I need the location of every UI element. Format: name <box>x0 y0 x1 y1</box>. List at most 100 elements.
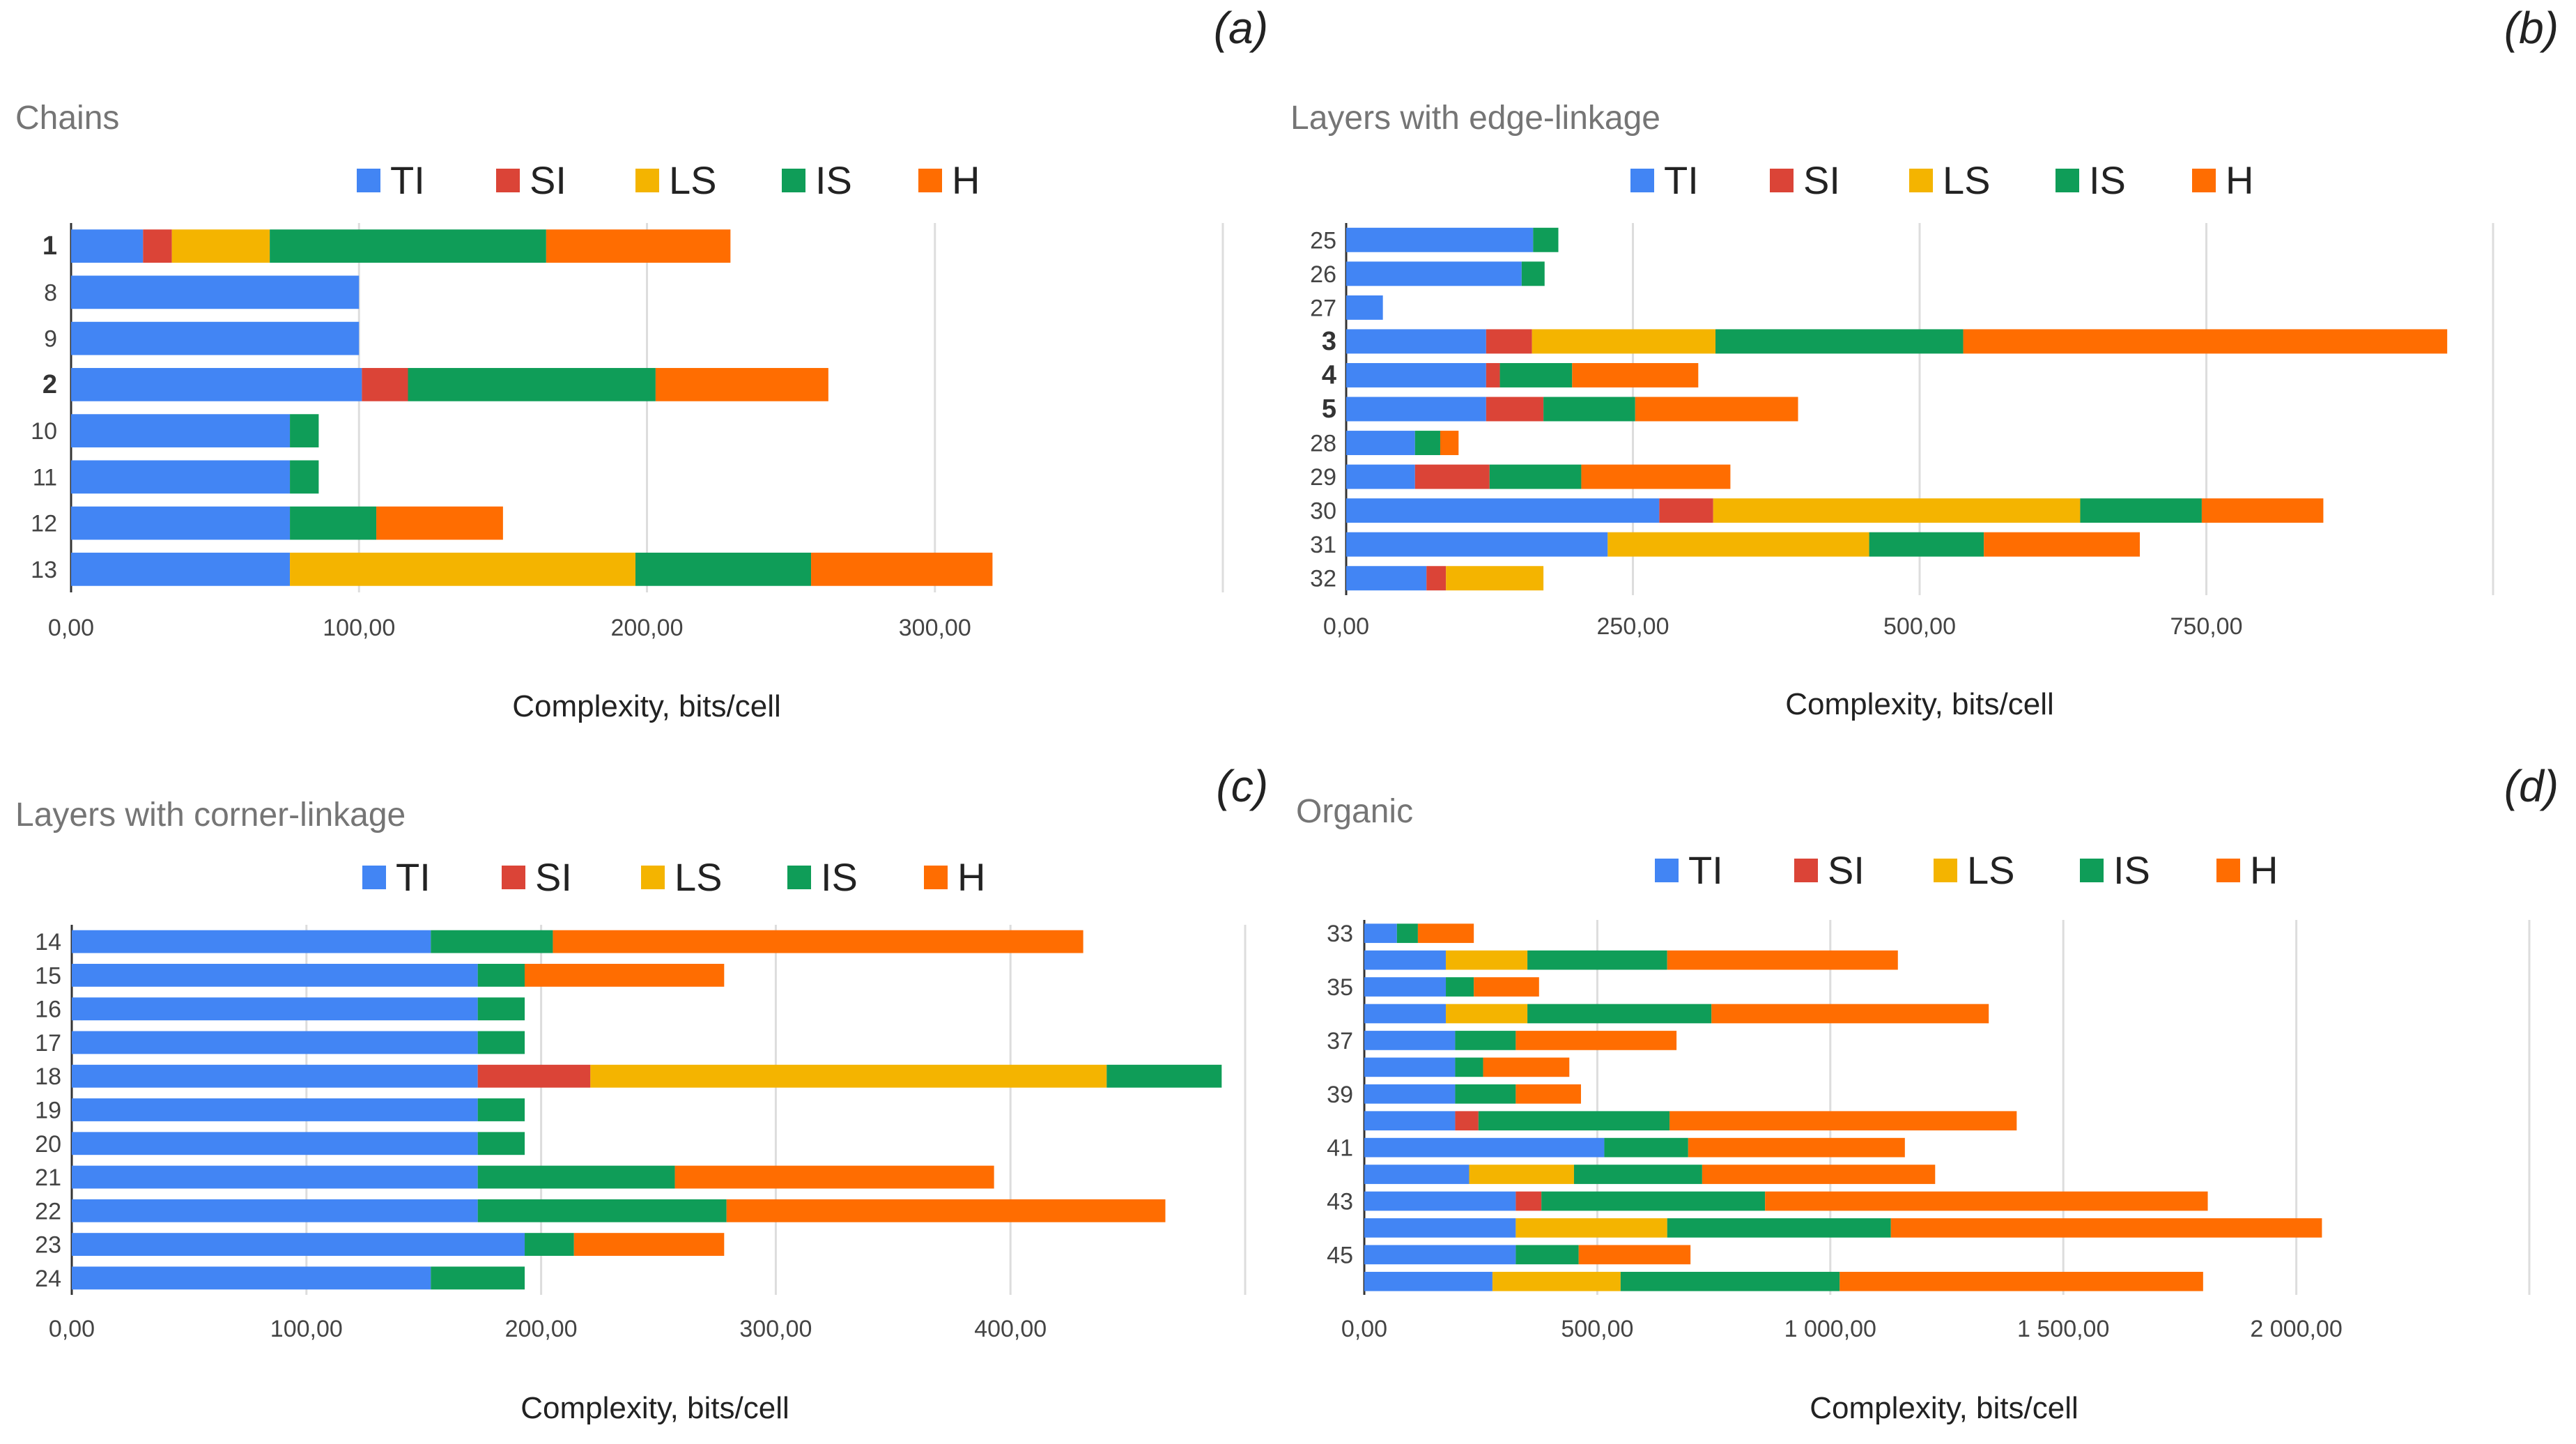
bar-segment-ti-37 <box>1364 1031 1456 1050</box>
bar-segment-is-13 <box>635 553 812 586</box>
category-label: 14 <box>35 929 61 955</box>
bar-segment-si-1 <box>143 229 172 263</box>
bar-segment-ti-2 <box>71 368 362 401</box>
bar-segment-is-46 <box>1620 1271 1840 1291</box>
x-tick-label: 300,00 <box>899 615 971 641</box>
bar-segment-ti-26 <box>1346 261 1522 286</box>
legend-label-si: SI <box>535 855 572 899</box>
legend-label-h: H <box>2250 848 2278 892</box>
category-label: 10 <box>31 418 57 445</box>
bar-segment-ls-44 <box>1515 1218 1667 1238</box>
legend-label-ls: LS <box>1943 158 1991 202</box>
legend-swatch-si <box>1770 169 1794 192</box>
category-label: 43 <box>1327 1189 1353 1215</box>
category-label: 37 <box>1327 1028 1353 1054</box>
x-tick-label: 1 500,00 <box>2017 1316 2109 1342</box>
category-label: 26 <box>1310 261 1336 288</box>
bar-segment-ti-12 <box>71 506 291 540</box>
legend-swatch-ti <box>357 169 380 192</box>
category-label: 24 <box>35 1266 61 1292</box>
bar-segment-ti-32 <box>1346 566 1427 591</box>
legend-label-ti: TI <box>396 855 431 899</box>
bar-segment-ti-41 <box>1364 1137 1605 1158</box>
x-tick-label: 200,00 <box>611 615 684 641</box>
bar-segment-h-30 <box>2201 498 2324 523</box>
x-tick-label: 250,00 <box>1597 613 1669 640</box>
bar-segment-is-11 <box>290 460 319 494</box>
legend-label-ti: TI <box>390 158 425 202</box>
bar-segment-is-45 <box>1515 1245 1579 1265</box>
bar-segment-is-28 <box>1414 431 1440 456</box>
x-tick-label: 500,00 <box>1561 1316 1633 1342</box>
bar-segment-ti-4 <box>1346 362 1486 387</box>
legend-swatch-si <box>1794 859 1818 882</box>
category-label: 29 <box>1310 464 1336 491</box>
bar-segment-h-40 <box>1669 1111 2017 1131</box>
legend-swatch-si <box>496 169 520 192</box>
bar-segment-is-36 <box>1527 1004 1712 1024</box>
bar-segment-h-23 <box>573 1233 725 1257</box>
bar-segment-ti-17 <box>72 1031 478 1054</box>
bar-segment-is-24 <box>431 1266 525 1290</box>
category-label: 33 <box>1327 921 1353 947</box>
x-axis-title: Complexity, bits/cell <box>520 1391 789 1425</box>
panel-label: (b) <box>2504 3 2559 53</box>
legend-swatch-ls <box>1934 859 1957 882</box>
bar-segment-si-43 <box>1515 1191 1542 1211</box>
bar-segment-ti-15 <box>72 963 478 987</box>
bar-segment-ti-21 <box>72 1165 478 1189</box>
legend-swatch-is <box>2056 169 2079 192</box>
category-label: 39 <box>1327 1082 1353 1108</box>
legend-label-is: IS <box>821 855 858 899</box>
bar-segment-h-46 <box>1840 1271 2203 1291</box>
bar-segment-ls-32 <box>1446 566 1544 591</box>
panel-corner-linkage: Layers with corner-linkage (c) 14 15 16 17 1… <box>15 761 1268 1425</box>
bar-segment-h-43 <box>1765 1191 2208 1211</box>
bar-segment-ti-23 <box>72 1233 525 1257</box>
category-label: 11 <box>33 464 57 491</box>
bar-segment-h-1 <box>546 229 731 263</box>
panel-organic: Organic (d) 33 35 37 39 41 43 45 0,00 500,00 1 00… <box>1296 761 2559 1425</box>
bar-segment-is-21 <box>477 1165 675 1189</box>
legend-label-si: SI <box>1828 848 1865 892</box>
category-label: 35 <box>1327 974 1353 1001</box>
bar-segment-h-35 <box>1474 977 1539 997</box>
x-tick-label: 300,00 <box>739 1316 812 1342</box>
bar-segment-is-14 <box>431 930 553 953</box>
bar-segment-ls-18 <box>590 1064 1107 1088</box>
bar-segment-is-20 <box>477 1132 525 1155</box>
x-tick-label: 100,00 <box>270 1316 343 1342</box>
bar-segment-h-38 <box>1483 1057 1570 1077</box>
legend-label-si: SI <box>1803 158 1840 202</box>
bar-segment-is-2 <box>408 368 656 401</box>
bar-segment-h-15 <box>525 963 725 987</box>
category-label: 25 <box>1310 227 1336 254</box>
x-tick-label: 0,00 <box>1323 613 1369 640</box>
bar-segment-si-3 <box>1486 329 1532 354</box>
bar-segment-is-33 <box>1396 923 1418 944</box>
bar-segment-is-3 <box>1715 329 1964 354</box>
bar-segment-ti-20 <box>72 1132 478 1155</box>
bar-segment-is-15 <box>477 963 525 987</box>
bar-segment-is-4 <box>1499 362 1573 387</box>
bar-segment-si-32 <box>1426 566 1447 591</box>
legend-label-si: SI <box>530 158 566 202</box>
bar-segment-ti-22 <box>72 1199 478 1222</box>
legend-label-ls: LS <box>1967 848 2015 892</box>
category-label: 4 <box>1322 360 1336 390</box>
legend-swatch-h <box>2192 169 2216 192</box>
category-label: 45 <box>1327 1242 1353 1268</box>
bar-segment-ti-45 <box>1364 1245 1516 1265</box>
bar-segment-h-36 <box>1711 1004 1989 1024</box>
bar-segment-is-17 <box>477 1031 525 1054</box>
category-label: 41 <box>1327 1135 1353 1162</box>
bar-segment-h-2 <box>655 368 828 401</box>
bar-segment-h-33 <box>1417 923 1474 944</box>
bar-segment-ti-43 <box>1364 1191 1516 1211</box>
category-label: 21 <box>35 1165 61 1191</box>
bar-segment-is-5 <box>1543 397 1635 422</box>
bar-segment-ti-19 <box>72 1098 478 1121</box>
chart-title: Organic <box>1296 793 1413 830</box>
legend-label-is: IS <box>2089 158 2126 202</box>
bar-segment-is-25 <box>1533 227 1559 252</box>
